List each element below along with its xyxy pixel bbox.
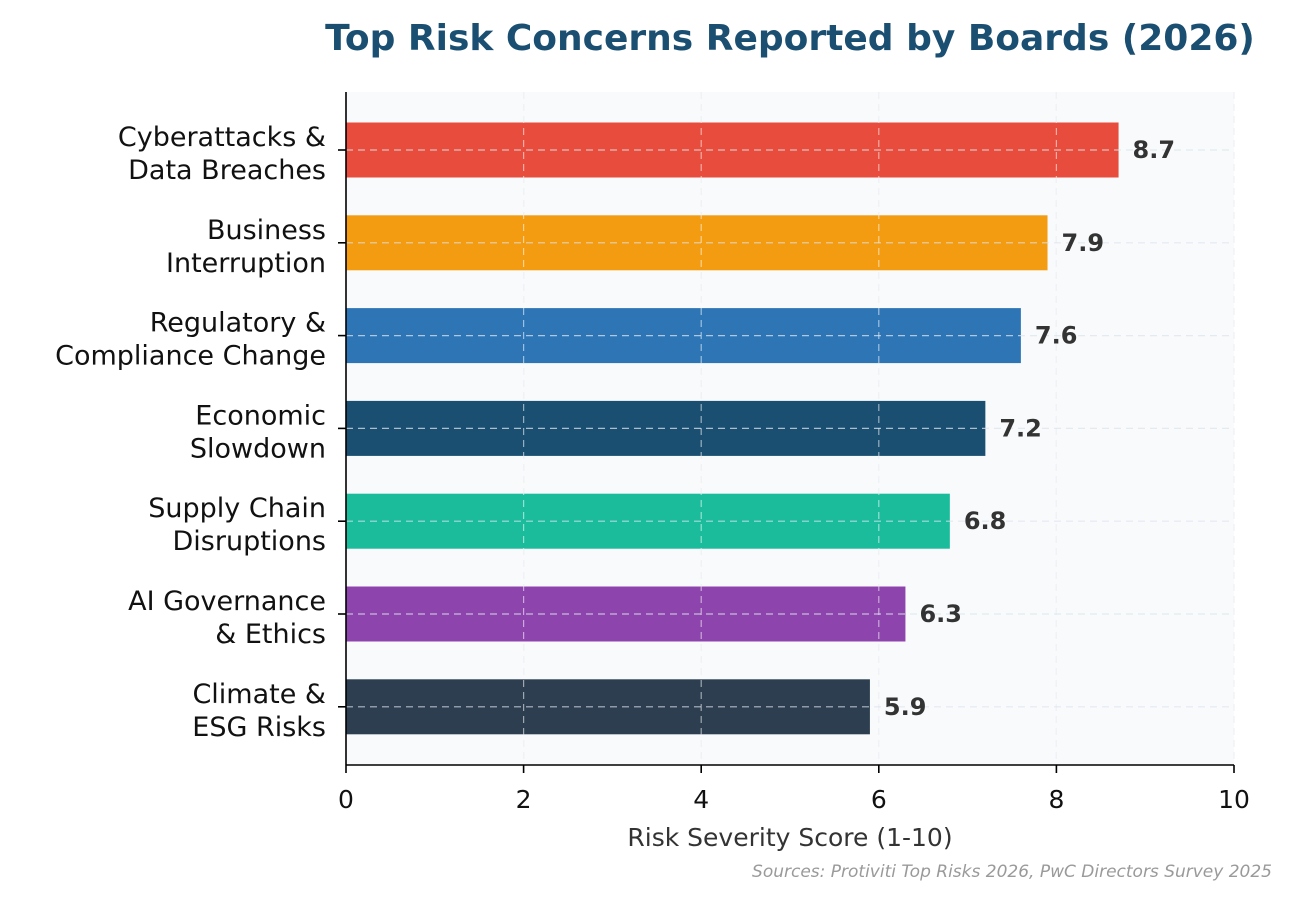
- category-label-line-3-0: Economic: [195, 400, 326, 431]
- value-label-5: 6.3: [919, 600, 962, 628]
- category-label-line-4-0: Supply Chain: [148, 493, 326, 524]
- x-tick-label-0: 0: [338, 785, 354, 814]
- category-label-line-3-1: Slowdown: [190, 433, 326, 464]
- labels-layer: Cyberattacks & Data Breaches 8.7 Business In…: [55, 122, 1250, 814]
- category-label-6: Climate & ESG Risks: [192, 679, 326, 743]
- x-tick-label-5: 10: [1218, 785, 1250, 814]
- value-label-1: 7.9: [1062, 229, 1105, 257]
- category-label-line-0-1: Data Breaches: [128, 155, 326, 186]
- category-label-line-6-0: Climate &: [192, 679, 326, 710]
- category-label-line-1-0: Business: [207, 215, 326, 246]
- category-label-line-0-0: Cyberattacks &: [118, 122, 326, 153]
- category-label-0: Cyberattacks & Data Breaches: [118, 122, 326, 186]
- category-label-5: AI Governance & Ethics: [128, 586, 326, 650]
- category-label-line-5-0: AI Governance: [128, 586, 326, 617]
- horizontal-grid-layer: [346, 92, 1235, 765]
- category-label-line-4-1: Disruptions: [173, 526, 327, 557]
- chart-title: Top Risk Concerns Reported by Boards (20…: [325, 18, 1255, 59]
- x-tick-label-1: 2: [516, 785, 532, 814]
- category-label-4: Supply Chain Disruptions: [148, 493, 326, 557]
- x-tick-label-2: 4: [693, 785, 709, 814]
- x-axis-label: Risk Severity Score (1-10): [627, 823, 952, 852]
- value-label-2: 7.6: [1035, 322, 1078, 350]
- category-label-line-6-1: ESG Risks: [192, 712, 326, 743]
- category-label-line-5-1: & Ethics: [215, 619, 326, 650]
- category-label-line-1-1: Interruption: [166, 248, 326, 279]
- x-tick-label-4: 8: [1048, 785, 1064, 814]
- category-label-line-2-1: Compliance Change: [55, 341, 326, 372]
- category-label-1: Business Interruption: [166, 215, 326, 279]
- category-label-line-2-0: Regulatory &: [150, 308, 326, 339]
- category-label-3: Economic Slowdown: [190, 400, 326, 464]
- value-label-4: 6.8: [964, 507, 1007, 535]
- category-label-2: Regulatory & Compliance Change: [55, 308, 326, 372]
- value-label-3: 7.2: [999, 414, 1042, 442]
- x-tick-label-3: 6: [871, 785, 887, 814]
- source-note: Sources: Protiviti Top Risks 2026, PwC D…: [752, 862, 1272, 882]
- value-label-6: 5.9: [884, 693, 927, 721]
- value-label-0: 8.7: [1133, 136, 1176, 164]
